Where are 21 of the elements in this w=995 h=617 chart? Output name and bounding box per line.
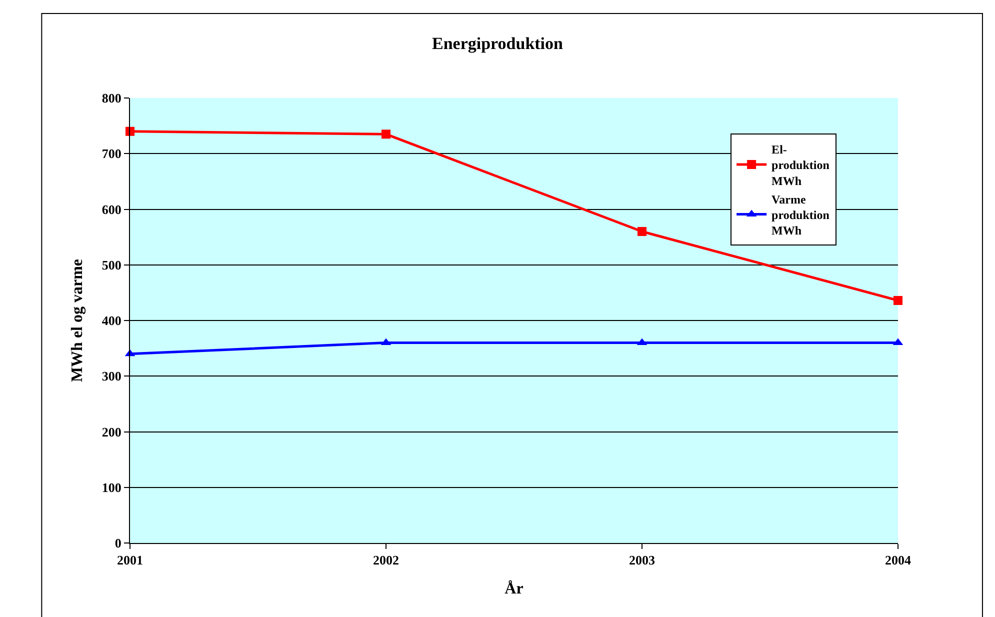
x-tick-label: 2001: [117, 552, 143, 568]
x-axis-title: År: [504, 579, 524, 598]
y-axis-title: MWh el og varme: [68, 258, 86, 382]
y-tick-label: 600: [102, 202, 122, 217]
y-tick-label: 0: [114, 536, 122, 551]
y-tick-label: 300: [102, 368, 122, 384]
chart-title: Energiproduktion: [432, 34, 564, 54]
point: [638, 227, 646, 236]
x-tick-label: 2002: [373, 552, 399, 568]
y-tick-label: 100: [102, 480, 122, 495]
x-tick-label: 2004: [885, 552, 912, 568]
y-tick-label: 200: [102, 424, 122, 440]
y-tick-label: 400: [102, 313, 122, 328]
y-tick-label: 800: [102, 90, 122, 106]
x-tick-label: 2003: [629, 552, 656, 568]
legend-label: Varme produktion MWh: [772, 192, 830, 238]
y-tick-label: 700: [102, 146, 122, 162]
point: [382, 130, 390, 139]
legend-label: El-produktion MWh: [772, 142, 830, 188]
point: [894, 296, 902, 305]
y-tick-label: 500: [102, 257, 122, 272]
